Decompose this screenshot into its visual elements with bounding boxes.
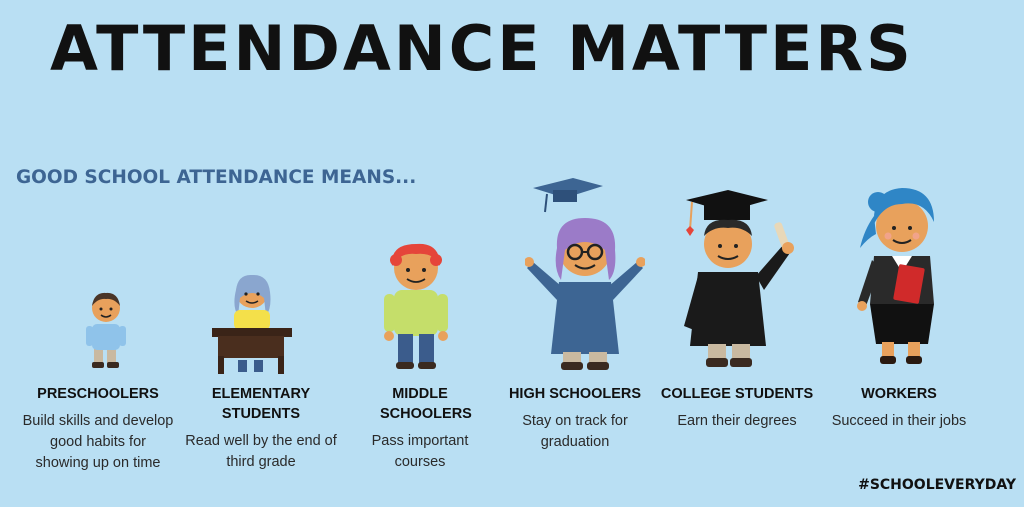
middle-schooler-illustration [384, 243, 448, 369]
group-description: Read well by the end of third grade [185, 433, 337, 470]
group-high-schoolers: HIGH SCHOOLERS Stay on track for graduat… [500, 384, 650, 453]
group-workers: WORKERS Succeed in their jobs [820, 384, 978, 432]
group-heading: WORKERS [861, 386, 937, 402]
group-heading: ELEMENTARY STUDENTS [211, 386, 311, 422]
subtitle: GOOD SCHOOL ATTENDANCE MEANS... [16, 167, 417, 188]
page-title: ATTENDANCE MATTERS [50, 12, 914, 85]
group-heading: COLLEGE STUDENTS [660, 386, 814, 402]
group-middle-schoolers: MIDDLE SCHOOLERS Pass important courses [356, 384, 484, 473]
preschooler-illustration [86, 292, 126, 368]
group-heading: MIDDLE SCHOOLERS [380, 386, 472, 422]
hashtag: #SCHOOLEVERYDAY [858, 477, 1016, 493]
group-elementary-students: ELEMENTARY STUDENTS Read well by the end… [182, 384, 340, 473]
group-description: Stay on track for graduation [522, 413, 628, 450]
college-student-illustration [684, 190, 794, 367]
group-preschoolers: PRESCHOOLERS Build skills and develop go… [22, 384, 174, 474]
elementary-student-illustration [212, 274, 292, 374]
high-schooler-illustration [525, 178, 645, 370]
worker-illustration [857, 188, 934, 364]
group-description: Build skills and develop good habits for… [22, 413, 174, 471]
group-college-students: COLLEGE STUDENTS Earn their degrees [654, 384, 820, 432]
group-description: Pass important courses [371, 433, 469, 470]
group-heading: HIGH SCHOOLERS [508, 386, 642, 402]
group-description: Succeed in their jobs [831, 413, 967, 429]
group-description: Earn their degrees [677, 413, 797, 429]
group-heading: PRESCHOOLERS [37, 386, 159, 402]
